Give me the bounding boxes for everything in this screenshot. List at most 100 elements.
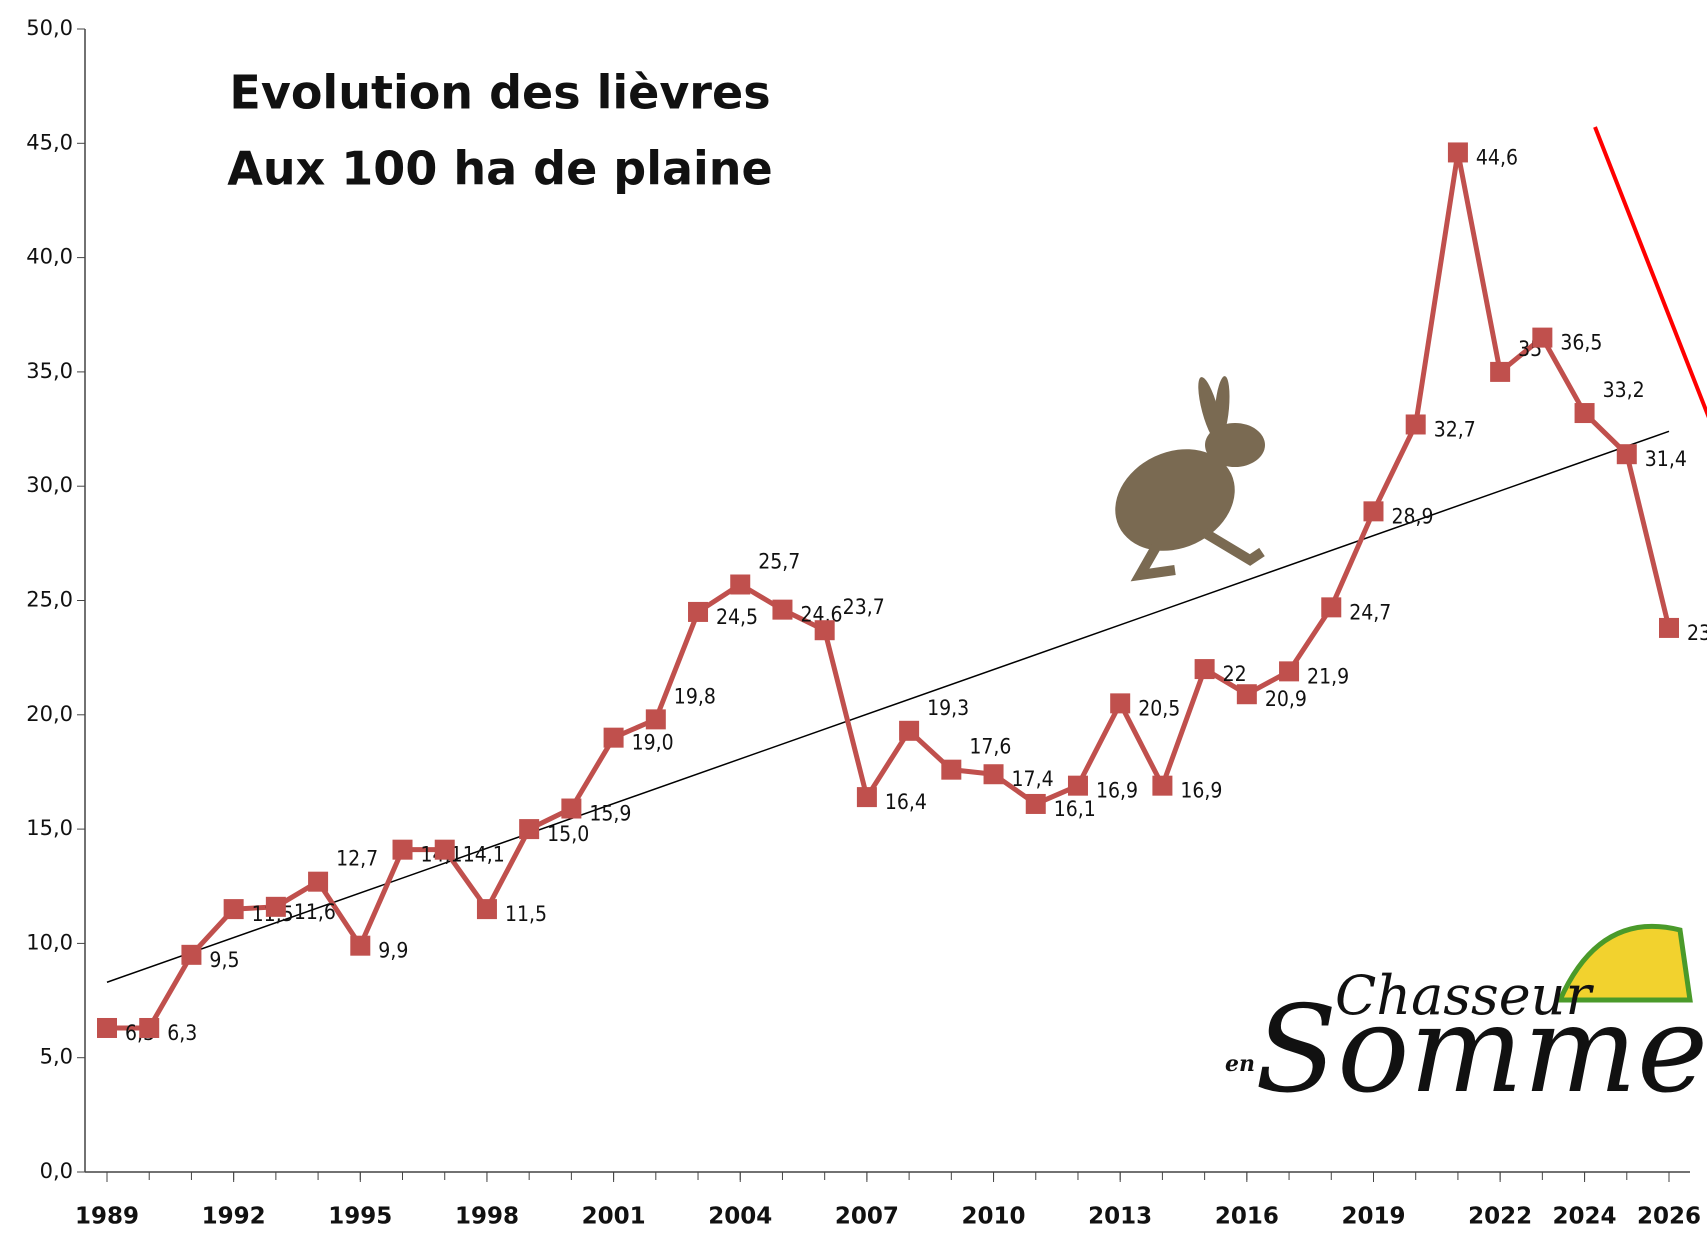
data-label: 11,5 bbox=[505, 902, 547, 926]
data-label: 21,9 bbox=[1307, 664, 1349, 688]
y-tick-label: 40,0 bbox=[26, 245, 73, 269]
marker bbox=[350, 936, 370, 956]
data-line bbox=[107, 152, 1669, 1028]
marker bbox=[772, 600, 792, 620]
data-label: 20,5 bbox=[1138, 696, 1180, 720]
chart-title: Aux 100 ha de plaine bbox=[227, 142, 772, 196]
data-label: 44,6 bbox=[1476, 145, 1518, 169]
marker bbox=[477, 899, 497, 919]
hare bbox=[1099, 375, 1265, 575]
x-tick-label: 2022 bbox=[1468, 1204, 1532, 1230]
x-tick-label: 2004 bbox=[708, 1204, 772, 1230]
data-label: 11,6 bbox=[294, 900, 336, 924]
marker bbox=[435, 840, 455, 860]
data-label: 24,5 bbox=[716, 605, 758, 629]
marker bbox=[646, 709, 666, 729]
data-label: 36,5 bbox=[1560, 331, 1602, 355]
marker bbox=[857, 787, 877, 807]
data-label: 24,7 bbox=[1349, 600, 1391, 624]
marker bbox=[1406, 414, 1426, 434]
data-label: 19,8 bbox=[674, 684, 716, 708]
marker bbox=[97, 1018, 117, 1038]
x-tick-label: 2007 bbox=[835, 1204, 899, 1230]
data-label: 15,0 bbox=[547, 822, 589, 846]
data-label: 9,5 bbox=[209, 948, 239, 972]
data-label: 20,9 bbox=[1265, 687, 1307, 711]
data-label: 32,7 bbox=[1434, 417, 1476, 441]
marker bbox=[941, 760, 961, 780]
y-tick-label: 50,0 bbox=[26, 16, 73, 40]
data-label: 16,9 bbox=[1180, 779, 1222, 803]
marker bbox=[984, 764, 1004, 784]
marker bbox=[561, 799, 581, 819]
marker bbox=[1490, 362, 1510, 382]
y-tick-label: 30,0 bbox=[26, 473, 73, 497]
data-label: 28,9 bbox=[1391, 504, 1433, 528]
marker bbox=[308, 872, 328, 892]
marker bbox=[1617, 444, 1637, 464]
y-tick-label: 45,0 bbox=[26, 130, 73, 154]
data-label: 31,4 bbox=[1645, 447, 1687, 471]
marker bbox=[1532, 328, 1552, 348]
data-label: 23,8 bbox=[1687, 621, 1707, 645]
y-tick-label: 20,0 bbox=[26, 702, 73, 726]
marker bbox=[224, 899, 244, 919]
y-tick-label: 10,0 bbox=[26, 930, 73, 954]
marker bbox=[1321, 597, 1341, 617]
marker bbox=[1110, 693, 1130, 713]
x-tick-label: 2001 bbox=[582, 1204, 646, 1230]
marker bbox=[1363, 501, 1383, 521]
data-label: 19,0 bbox=[632, 731, 674, 755]
marker bbox=[1575, 403, 1595, 423]
data-label: 9,9 bbox=[378, 939, 408, 963]
x-tick-label: 1989 bbox=[75, 1204, 139, 1230]
data-label: 6,3 bbox=[167, 1021, 197, 1045]
marker bbox=[899, 721, 919, 741]
marker bbox=[181, 945, 201, 965]
data-label: 16,1 bbox=[1054, 797, 1096, 821]
marker bbox=[393, 840, 413, 860]
data-label: 17,6 bbox=[969, 735, 1011, 759]
marker bbox=[730, 574, 750, 594]
logo: Chasseur en Somme bbox=[1225, 926, 1707, 1120]
x-tick-label: 1995 bbox=[328, 1204, 392, 1230]
marker bbox=[1152, 776, 1172, 796]
marker bbox=[1448, 142, 1468, 162]
data-label: 12,7 bbox=[336, 847, 378, 871]
logo-text: en bbox=[1225, 1051, 1255, 1077]
x-tick-label: 2013 bbox=[1088, 1204, 1152, 1230]
marker bbox=[1237, 684, 1257, 704]
data-label: 23,7 bbox=[843, 595, 885, 619]
x-tick-label: 2016 bbox=[1215, 1204, 1279, 1230]
data-label: 25,7 bbox=[758, 549, 800, 573]
x-tick-label: 2019 bbox=[1341, 1204, 1405, 1230]
marker bbox=[139, 1018, 159, 1038]
marker bbox=[604, 728, 624, 748]
data-label: 16,9 bbox=[1096, 779, 1138, 803]
chart-title: Evolution des lièvres bbox=[229, 66, 770, 120]
marker bbox=[815, 620, 835, 640]
trendline bbox=[107, 431, 1669, 982]
y-tick-label: 5,0 bbox=[40, 1045, 73, 1069]
chart: Evolution des lièvres Aux 100 ha de plai… bbox=[0, 0, 1707, 1235]
marker bbox=[1195, 659, 1215, 679]
x-tick-label: 2026 bbox=[1637, 1204, 1701, 1230]
x-tick-label: 1992 bbox=[202, 1204, 266, 1230]
x-tick-label: 2010 bbox=[962, 1204, 1026, 1230]
marker bbox=[1068, 776, 1088, 796]
marker bbox=[1659, 618, 1679, 638]
y-tick-label: 15,0 bbox=[26, 816, 73, 840]
data-label: 19,3 bbox=[927, 696, 969, 720]
logo-text: Somme bbox=[1255, 981, 1707, 1120]
marker bbox=[519, 819, 539, 839]
marker bbox=[266, 897, 286, 917]
data-label: 33,2 bbox=[1603, 378, 1645, 402]
data-label: 22 bbox=[1223, 662, 1247, 686]
y-tick-label: 25,0 bbox=[26, 588, 73, 612]
data-label: 16,4 bbox=[885, 790, 927, 814]
data-label: 17,4 bbox=[1012, 767, 1054, 791]
y-tick-label: 35,0 bbox=[26, 359, 73, 383]
data-label: 15,9 bbox=[589, 802, 631, 826]
x-tick-label: 1998 bbox=[455, 1204, 519, 1230]
x-tick-label: 2024 bbox=[1553, 1204, 1617, 1230]
